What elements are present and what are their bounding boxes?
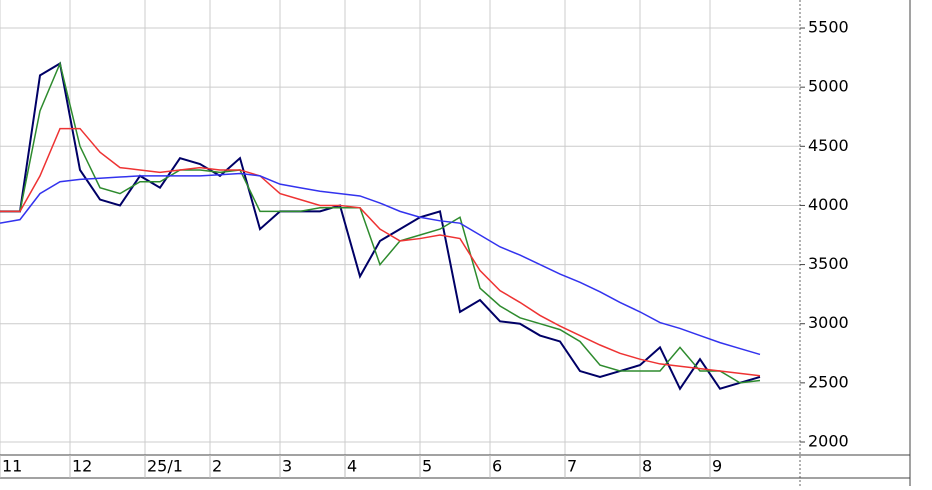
y-tick-label: 5500	[808, 18, 849, 37]
x-tick-label: 8	[642, 457, 652, 476]
x-tick-label: 9	[712, 457, 722, 476]
y-tick-label: 5000	[808, 77, 849, 96]
x-tick-label: 3	[282, 457, 292, 476]
y-tick-label: 3500	[808, 254, 849, 273]
x-tick-label: 7	[567, 457, 577, 476]
y-tick-label: 4000	[808, 195, 849, 214]
y-tick-label: 3000	[808, 313, 849, 332]
x-tick-label: 25/1	[147, 457, 183, 476]
x-tick-label: 6	[492, 457, 502, 476]
y-tick-label: 2500	[808, 372, 849, 391]
x-tick-label: 5	[422, 457, 432, 476]
price-line	[0, 61, 761, 384]
y-tick-label: 4500	[808, 136, 849, 155]
x-tick-label: 12	[72, 457, 92, 476]
x-tick-label: 11	[2, 457, 22, 476]
price-line	[0, 127, 761, 377]
x-tick-label: 2	[212, 457, 222, 476]
x-tick-label: 4	[347, 457, 357, 476]
price-line	[0, 61, 761, 391]
y-tick-label: 2000	[808, 431, 849, 450]
price-line	[0, 172, 761, 356]
